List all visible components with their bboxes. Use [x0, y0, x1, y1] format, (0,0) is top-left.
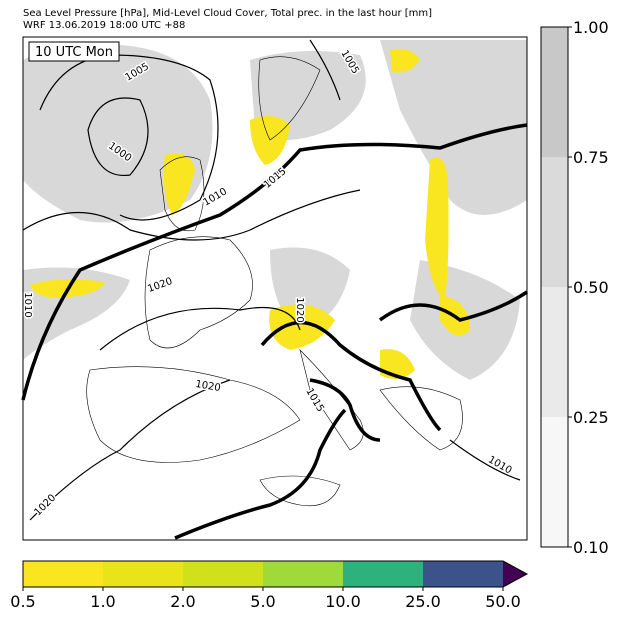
colorbar-segment	[541, 27, 568, 157]
cloud-colorbar: 1.00 0.75 0.50 0.25 0.10	[540, 18, 609, 557]
precip-colorbar: 0.5 1.0 2.0 5.0 10.0 25.0 50.0	[10, 560, 529, 611]
tick-label: 25.0	[405, 592, 441, 611]
contour-label: 1020	[294, 297, 305, 322]
colorbar-segment	[103, 561, 183, 587]
colorbar-segment	[183, 561, 263, 587]
colorbar-segment	[423, 561, 503, 587]
colorbar-segment	[541, 287, 568, 417]
tick-label: 5.0	[250, 592, 275, 611]
colorbar-segment	[343, 561, 423, 587]
colorbar-segment	[263, 561, 343, 587]
map-frame	[22, 36, 528, 541]
tick-label: 0.50	[573, 278, 609, 297]
colorbar-extend	[503, 561, 527, 587]
tick-label: 1.00	[573, 18, 609, 37]
tick-label: 0.75	[573, 148, 609, 167]
tick-label: 50.0	[485, 592, 521, 611]
subtitle: WRF 13.06.2019 18:00 UTC +88	[23, 20, 185, 31]
colorbar-segment	[541, 417, 568, 547]
colorbar-frame	[22, 560, 529, 588]
colorbar-segment	[23, 561, 103, 587]
time-box	[28, 41, 120, 62]
tick-label: 0.25	[573, 408, 609, 427]
time-label: 10 UTC Mon	[35, 45, 113, 60]
coastlines	[86, 56, 463, 507]
tick-label: 0.10	[573, 538, 609, 557]
contour-label: 1010	[22, 292, 33, 317]
tick-label: 2.0	[170, 592, 195, 611]
colorbar-segment	[541, 157, 568, 287]
tick-label: 1.0	[90, 592, 115, 611]
tick-label: 10.0	[325, 592, 361, 611]
title: Sea Level Pressure [hPa], Mid-Level Clou…	[23, 8, 432, 19]
tick-label: 0.5	[10, 592, 35, 611]
